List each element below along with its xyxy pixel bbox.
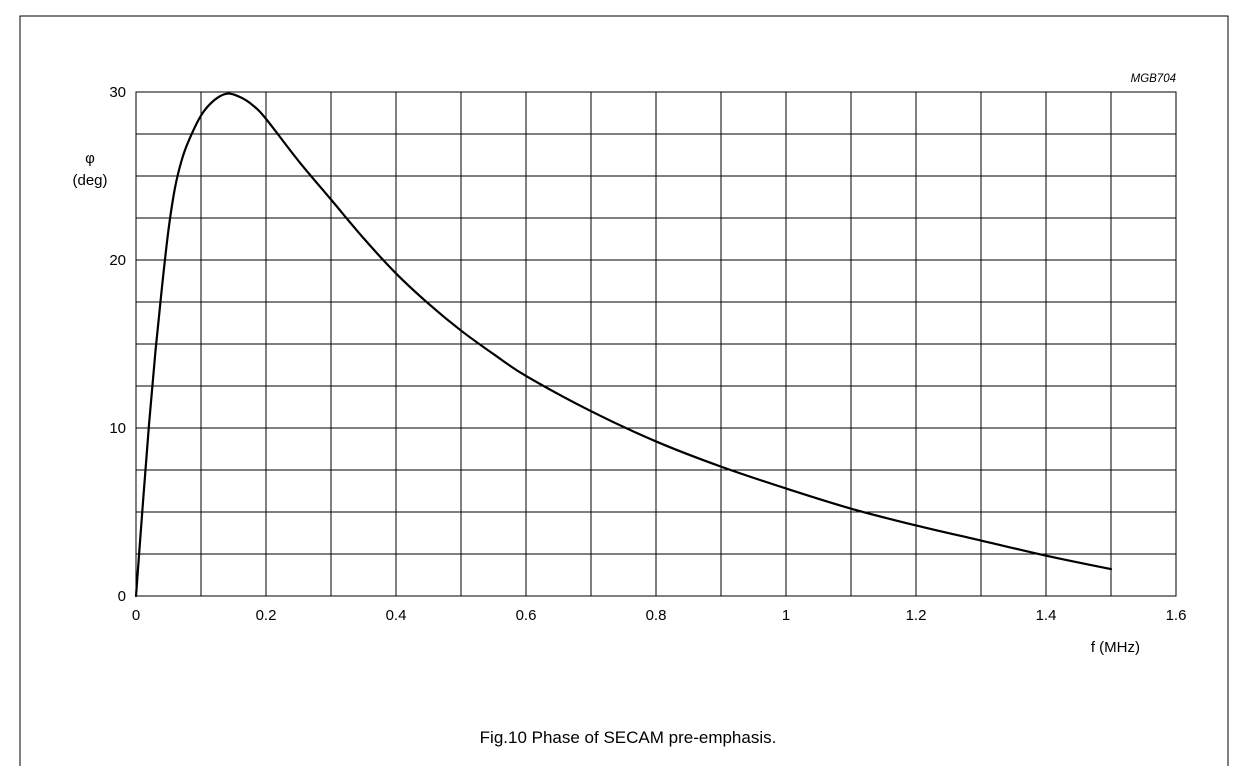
x-tick-label: 0.6 [516, 607, 537, 624]
x-axis-label: f (MHz) [1091, 639, 1140, 656]
x-tick-label: 0.8 [646, 607, 667, 624]
x-tick-label: 1.4 [1036, 607, 1057, 624]
y-tick-label: 20 [109, 252, 126, 269]
series-line [134, 92, 1113, 598]
x-tick-label: 0.4 [386, 607, 407, 624]
grid-lines [136, 92, 1176, 596]
y-tick-labels: 0 10 20 30 [109, 84, 126, 605]
figure-border [19, 15, 1229, 766]
x-tick-label: 0.2 [256, 607, 277, 624]
x-tick-labels: 0 0.2 0.4 0.6 0.8 1 1.2 1.4 1.6 [132, 607, 1187, 624]
plot-border [135, 91, 1177, 597]
y-tick-label: 0 [118, 588, 126, 605]
y-axis-symbol: φ [85, 150, 95, 167]
figure-caption: Fig.10 Phase of SECAM pre-emphasis. [480, 728, 777, 747]
y-tick-label: 10 [109, 420, 126, 437]
x-tick-label: 1.6 [1166, 607, 1187, 624]
x-tick-label: 1.2 [906, 607, 927, 624]
x-tick-label: 0 [132, 607, 140, 624]
figure-code: MGB704 [1131, 73, 1176, 85]
phase-chart: 0 0.2 0.4 0.6 0.8 1 1.2 1.4 1.6 0 10 20 30 [109, 84, 1186, 624]
y-axis-unit: (deg) [72, 172, 107, 189]
x-tick-label: 1 [782, 607, 790, 624]
y-tick-label: 30 [109, 84, 126, 101]
